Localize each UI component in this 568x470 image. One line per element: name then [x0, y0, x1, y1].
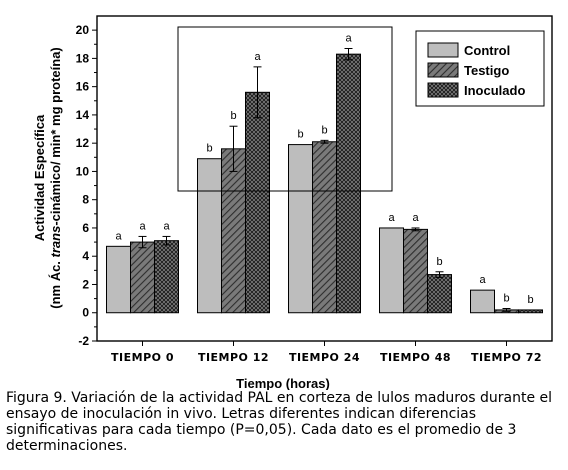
y-tick-label: 14	[76, 108, 90, 122]
significance-labels: a a a b b a b b a a a b a b b	[115, 33, 533, 306]
legend-swatch	[427, 62, 459, 78]
significance-letter: a	[115, 230, 122, 242]
y-tick-label: 6	[82, 221, 89, 235]
bar	[130, 241, 155, 314]
x-tick-label: TIEMPO 72	[471, 351, 542, 364]
significance-letter: a	[388, 212, 395, 224]
x-tick-label: TIEMPO 24	[289, 351, 360, 364]
bar	[221, 148, 246, 314]
bar	[312, 141, 337, 314]
y-tick-label: 2	[82, 277, 89, 291]
bar	[470, 289, 495, 314]
legend-swatch	[427, 82, 459, 98]
significance-letter: a	[479, 274, 486, 286]
significance-letter: b	[297, 129, 303, 141]
x-axis-title: Tiempo (horas)	[236, 376, 330, 390]
bar	[154, 240, 179, 314]
significance-letter: a	[139, 220, 146, 232]
y-tick-label: 10	[76, 164, 90, 178]
significance-letter: b	[527, 294, 533, 306]
y-axis-title-line-1: Actividad Específica	[32, 114, 47, 241]
significance-letter: a	[163, 220, 170, 232]
y-axis-title-line-2: (nm Ác. trans-cinámico/ min* mg proteína…	[48, 47, 63, 309]
bar	[518, 309, 543, 314]
x-tick-label: TIEMPO 0	[111, 351, 174, 364]
bar	[336, 53, 361, 314]
highlight-box	[177, 26, 393, 192]
y-tick-label: 0	[82, 306, 89, 320]
y-tick-label: 16	[76, 80, 90, 94]
y-tick-label: 20	[76, 23, 90, 37]
significance-letter: a	[345, 33, 352, 45]
legend-label: Inoculado	[464, 83, 525, 98]
legend-swatch	[427, 42, 459, 58]
legend-label: Testigo	[464, 63, 509, 78]
y-tick-label: 18	[76, 51, 90, 65]
significance-letter: b	[230, 110, 236, 122]
axes: -2 0 2 4 6 8 10 12 14 16 18 20 TIEMPO 0 TIEMPO 12 TIEM…	[76, 15, 553, 364]
significance-letter: b	[206, 143, 212, 155]
significance-letter: a	[254, 51, 261, 63]
x-tick-label: TIEMPO 12	[198, 351, 269, 364]
significance-letter: a	[412, 212, 419, 224]
significance-letter: b	[503, 293, 509, 305]
y-tick-label: -2	[78, 334, 89, 348]
y-tick-label: 8	[82, 193, 89, 207]
bar	[403, 228, 428, 314]
significance-letter: b	[321, 124, 327, 136]
bar	[245, 91, 270, 314]
bar	[106, 245, 131, 314]
legend-label: Control	[464, 43, 510, 58]
significance-letter: b	[436, 256, 442, 268]
bar	[379, 227, 404, 314]
bar	[427, 274, 452, 314]
bar	[288, 144, 313, 314]
x-tick-label: TIEMPO 48	[380, 351, 451, 364]
bars	[106, 48, 543, 314]
bar	[197, 158, 222, 314]
legend: Control Testigo Inoculado	[415, 30, 545, 107]
y-tick-label: 4	[82, 249, 89, 263]
figure-caption: Figura 9. Variación de la actividad PAL …	[6, 390, 553, 454]
bar-chart: -2 0 2 4 6 8 10 12 14 16 18 20 TIEMPO 0 TIEMPO 12 TIEM…	[32, 15, 553, 390]
y-tick-label: 12	[76, 136, 90, 150]
